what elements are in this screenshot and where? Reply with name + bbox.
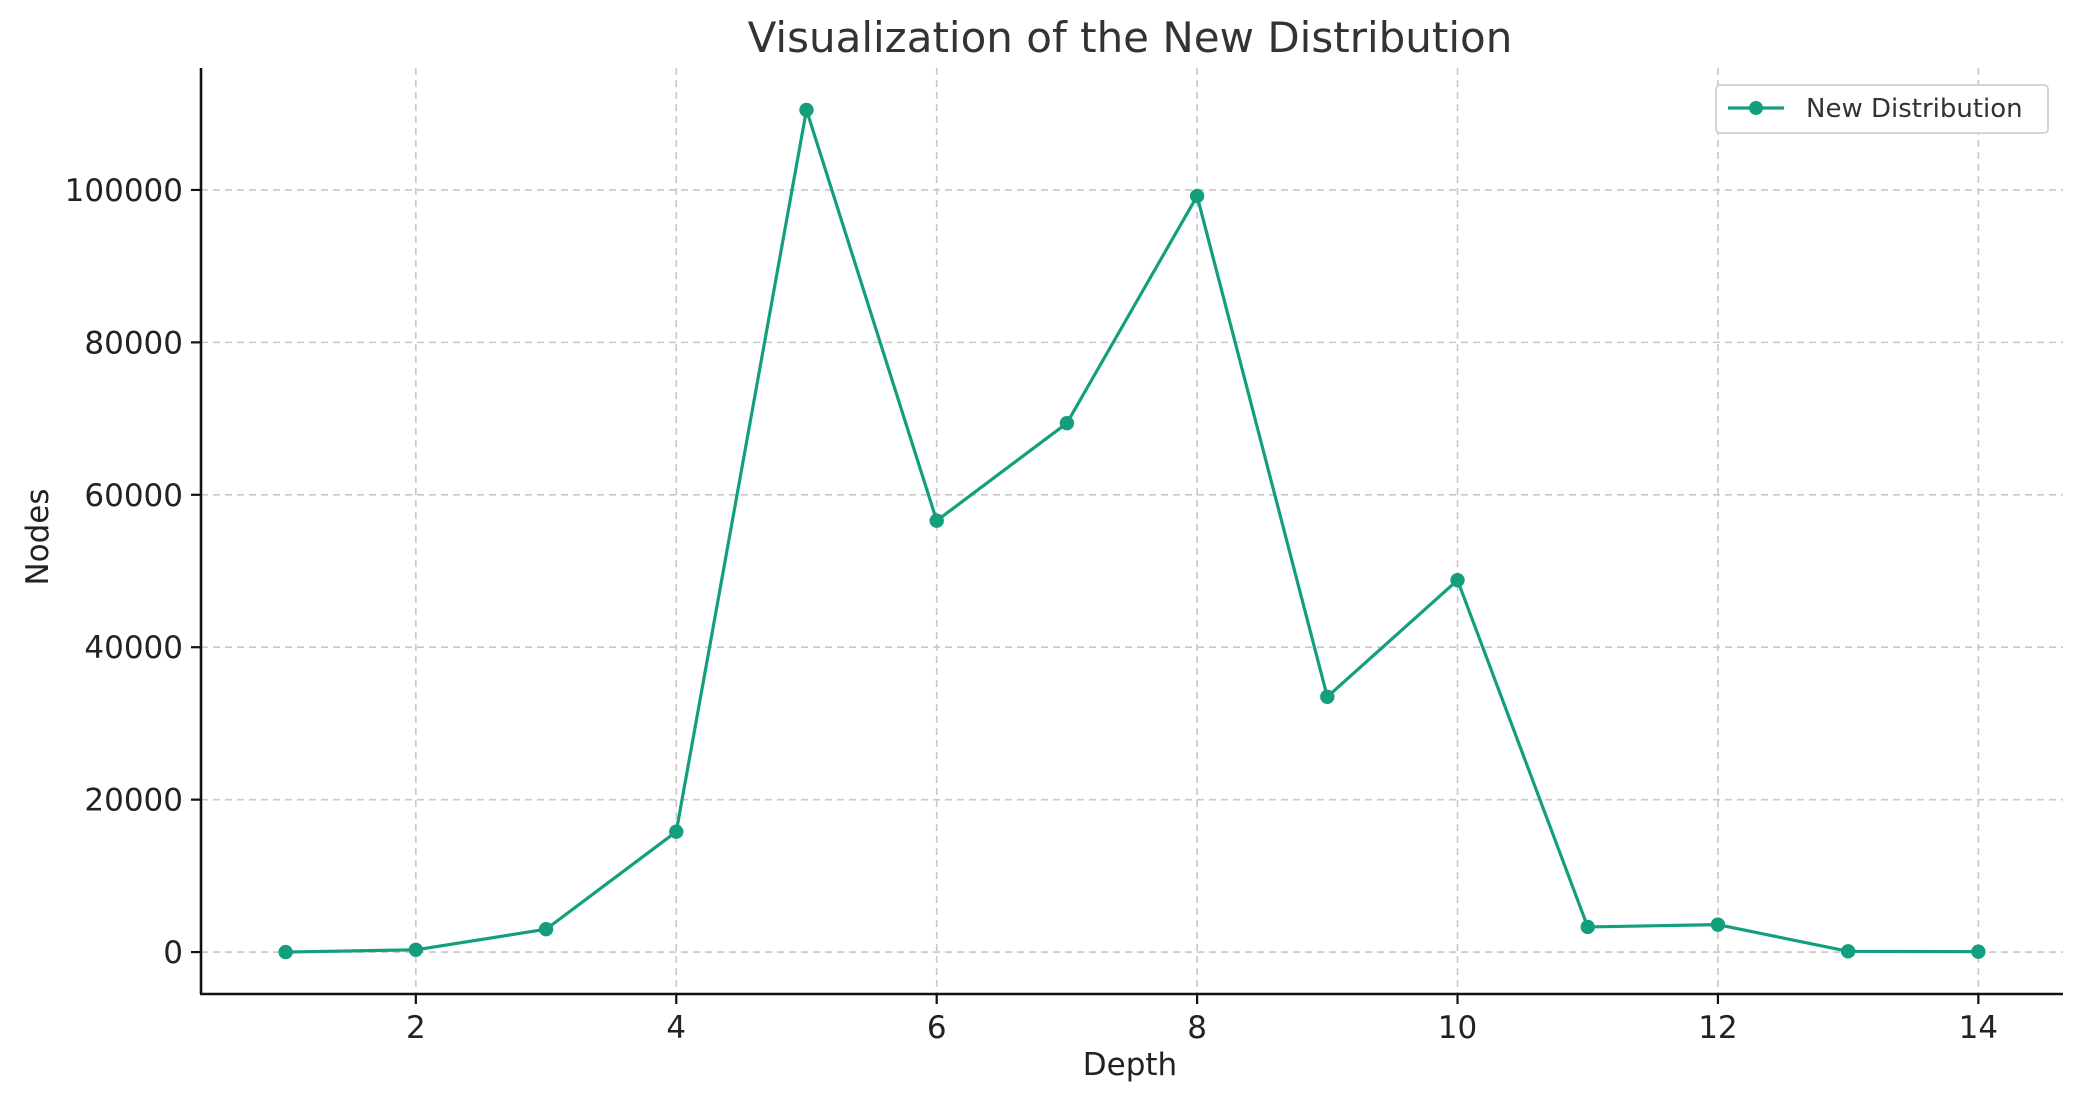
data-point xyxy=(1059,415,1075,431)
x-tick-label: 2 xyxy=(406,1010,426,1046)
series-layer xyxy=(278,102,1986,960)
data-point xyxy=(1971,944,1986,959)
y-tick-label: 20000 xyxy=(84,783,183,819)
x-tick-label: 6 xyxy=(927,1010,947,1046)
data-point xyxy=(278,944,293,960)
y-axis-ticks: 0 20000 40000 60000 80000 100000 xyxy=(65,173,201,971)
y-tick-label: 100000 xyxy=(65,173,183,209)
x-tick-label: 14 xyxy=(1959,1010,1998,1046)
y-tick-label: 40000 xyxy=(84,630,183,666)
data-point xyxy=(1840,944,1856,959)
legend: New Distribution xyxy=(1715,84,2049,134)
x-axis-label: Depth xyxy=(1083,1047,1177,1083)
series-line-new-distribution xyxy=(284,108,1980,954)
vertical-grid-lines xyxy=(415,68,1980,994)
data-point xyxy=(1320,689,1335,704)
x-tick-label: 4 xyxy=(666,1010,686,1046)
data-point xyxy=(1710,917,1726,932)
data-point xyxy=(538,922,554,937)
x-tick-label: 8 xyxy=(1187,1010,1207,1046)
legend-label-new-distribution: New Distribution xyxy=(1806,94,2023,124)
x-tick-label: 10 xyxy=(1438,1010,1477,1046)
data-point xyxy=(669,824,684,839)
data-point xyxy=(1189,188,1205,204)
legend-dot-marker xyxy=(1749,101,1763,115)
data-point xyxy=(1450,572,1465,588)
data-point xyxy=(1580,919,1595,935)
y-tick-label: 60000 xyxy=(84,478,183,514)
y-tick-label: 80000 xyxy=(84,325,183,361)
data-point xyxy=(408,942,424,957)
legend-box xyxy=(1715,84,2049,134)
x-tick-label: 12 xyxy=(1698,1010,1737,1046)
data-point xyxy=(799,102,814,118)
x-axis-ticks: 2 4 6 8 10 12 14 xyxy=(406,994,1998,1046)
y-axis-label: Nodes xyxy=(20,488,56,585)
horizontal-grid-lines xyxy=(201,189,2063,953)
data-point xyxy=(929,513,944,528)
chart-title: Visualization of the New Distribution xyxy=(748,13,1513,62)
y-tick-label: 0 xyxy=(163,935,183,971)
